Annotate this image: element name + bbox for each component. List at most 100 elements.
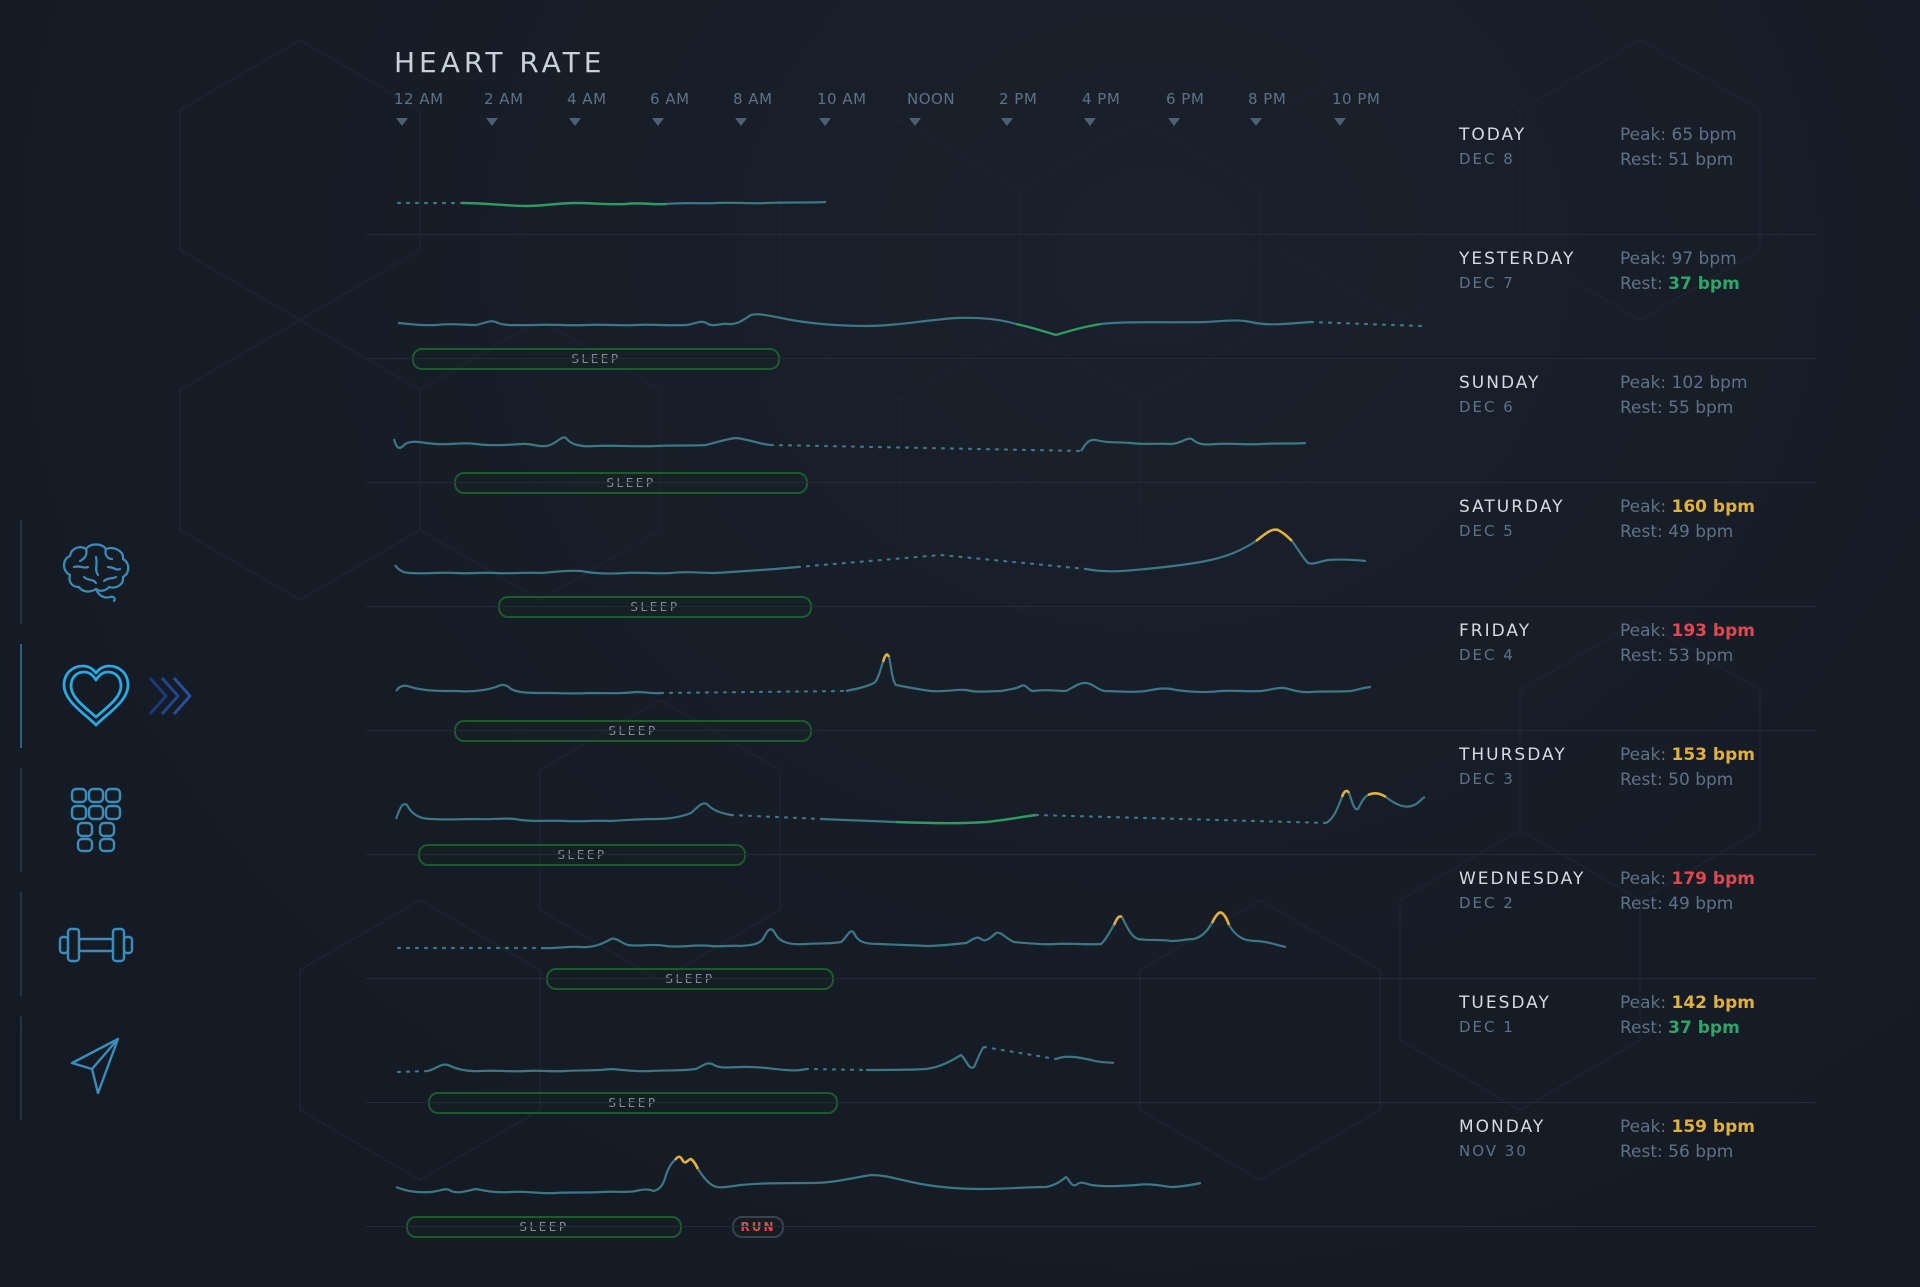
peak-stat: Peak: 65 bpm bbox=[1620, 125, 1737, 145]
nav-item-brain[interactable] bbox=[0, 510, 300, 634]
time-tick: 4 AM bbox=[567, 90, 607, 126]
day-row-thursday[interactable]: SLEEP THURSDAY DEC 3 Peak: 153 bpm Rest:… bbox=[366, 731, 1816, 866]
day-name: TODAY bbox=[1459, 125, 1527, 145]
time-tick: 10 PM bbox=[1332, 90, 1380, 126]
rest-value: 50 bpm bbox=[1668, 770, 1734, 790]
row-divider bbox=[366, 978, 1816, 979]
sleep-pill[interactable]: SLEEP bbox=[498, 596, 812, 618]
rest-value: 37 bpm bbox=[1668, 1018, 1740, 1038]
day-row-yesterday[interactable]: SLEEP YESTERDAY DEC 7 Peak: 97 bpm Rest:… bbox=[366, 235, 1816, 370]
day-row-today[interactable]: TODAY DEC 8 Peak: 65 bpm Rest: 51 bpm bbox=[366, 111, 1816, 235]
peak-stat: Peak: 142 bpm bbox=[1620, 993, 1755, 1013]
day-row-saturday[interactable]: SLEEP SATURDAY DEC 5 Peak: 160 bpm Rest:… bbox=[366, 483, 1816, 618]
peak-value: 193 bpm bbox=[1671, 621, 1755, 641]
rest-stat: Rest: 50 bpm bbox=[1620, 770, 1734, 790]
heart-rate-trace bbox=[392, 436, 1307, 453]
row-divider bbox=[366, 730, 1816, 731]
day-name: SATURDAY bbox=[1459, 497, 1565, 517]
day-row-tuesday[interactable]: SLEEP TUESDAY DEC 1 Peak: 142 bpm Rest: … bbox=[366, 979, 1816, 1114]
sleep-pill[interactable]: SLEEP bbox=[412, 348, 780, 370]
peak-value: 102 bpm bbox=[1671, 373, 1748, 393]
peak-value: 159 bpm bbox=[1671, 1117, 1755, 1137]
peak-value: 160 bpm bbox=[1671, 497, 1755, 517]
day-name: MONDAY bbox=[1459, 1117, 1546, 1137]
nav-item-grid[interactable] bbox=[0, 758, 300, 882]
row-divider bbox=[366, 606, 1816, 607]
time-tick: 6 PM bbox=[1166, 90, 1204, 126]
heart-rate-trace bbox=[395, 1155, 1202, 1195]
day-row-friday[interactable]: SLEEP FRIDAY DEC 4 Peak: 193 bpm Rest: 5… bbox=[366, 607, 1816, 742]
day-row-monday[interactable]: SLEEP RUN MONDAY NOV 30 Peak: 159 bpm Re… bbox=[366, 1103, 1816, 1238]
heart-rate-trace bbox=[397, 313, 1423, 337]
day-date: DEC 7 bbox=[1459, 274, 1515, 292]
rest-stat: Rest: 56 bpm bbox=[1620, 1142, 1734, 1162]
sleep-pill[interactable]: SLEEP bbox=[546, 968, 834, 990]
rest-value: 53 bpm bbox=[1668, 646, 1734, 666]
brain-icon bbox=[62, 543, 130, 603]
rest-value: 49 bpm bbox=[1668, 522, 1734, 542]
day-date: DEC 3 bbox=[1459, 770, 1515, 788]
time-tick: 10 AM bbox=[817, 90, 867, 126]
nav-indicator bbox=[20, 1016, 22, 1120]
nav-item-fitness[interactable] bbox=[0, 882, 300, 1006]
time-tick: 8 AM bbox=[733, 90, 773, 126]
run-pill[interactable]: RUN bbox=[732, 1216, 784, 1238]
sleep-pill[interactable]: SLEEP bbox=[418, 844, 746, 866]
day-name: THURSDAY bbox=[1459, 745, 1567, 765]
day-row-wednesday[interactable]: SLEEP WEDNESDAY DEC 2 Peak: 179 bpm Rest… bbox=[366, 855, 1816, 990]
nav-item-heart[interactable] bbox=[0, 634, 300, 758]
peak-value: 153 bpm bbox=[1671, 745, 1755, 765]
time-tick: 8 PM bbox=[1248, 90, 1286, 126]
peak-stat: Peak: 160 bpm bbox=[1620, 497, 1755, 517]
heart-rate-trace bbox=[395, 653, 1372, 695]
day-row-sunday[interactable]: SLEEP SUNDAY DEC 6 Peak: 102 bpm Rest: 5… bbox=[366, 359, 1816, 494]
peak-value: 179 bpm bbox=[1671, 869, 1755, 889]
nav-indicator bbox=[20, 644, 22, 748]
sleep-pill[interactable]: SLEEP bbox=[428, 1092, 838, 1114]
heart-rate-trace bbox=[394, 528, 1367, 575]
rest-stat: Rest: 53 bpm bbox=[1620, 646, 1734, 666]
day-date: DEC 1 bbox=[1459, 1018, 1515, 1036]
navigation-arrow-icon bbox=[70, 1037, 120, 1095]
peak-stat: Peak: 102 bpm bbox=[1620, 373, 1748, 393]
heart-rate-trace bbox=[396, 911, 1287, 950]
day-name: WEDNESDAY bbox=[1459, 869, 1586, 889]
rest-stat: Rest: 55 bpm bbox=[1620, 398, 1734, 418]
sleep-pill[interactable]: SLEEP bbox=[454, 472, 808, 494]
peak-stat: Peak: 193 bpm bbox=[1620, 621, 1755, 641]
row-divider bbox=[366, 358, 1816, 359]
day-date: DEC 6 bbox=[1459, 398, 1515, 416]
nav-item-navigation[interactable] bbox=[0, 1006, 300, 1130]
row-divider bbox=[366, 1226, 1816, 1227]
peak-stat: Peak: 179 bpm bbox=[1620, 869, 1755, 889]
heart-rate-trace bbox=[394, 789, 1426, 825]
row-divider bbox=[366, 1102, 1816, 1103]
time-tick: NOON bbox=[907, 90, 955, 126]
sidebar bbox=[0, 500, 300, 1180]
peak-value: 65 bpm bbox=[1671, 125, 1737, 145]
peak-stat: Peak: 159 bpm bbox=[1620, 1117, 1755, 1137]
time-tick: 4 PM bbox=[1082, 90, 1120, 126]
row-divider bbox=[366, 234, 1816, 235]
peak-value: 142 bpm bbox=[1671, 993, 1755, 1013]
sleep-pill[interactable]: SLEEP bbox=[454, 720, 812, 742]
active-chevrons-icon bbox=[148, 677, 192, 715]
day-date: DEC 8 bbox=[1459, 150, 1515, 168]
row-divider bbox=[366, 482, 1816, 483]
rest-value: 51 bpm bbox=[1668, 150, 1734, 170]
day-date: DEC 4 bbox=[1459, 646, 1515, 664]
day-date: DEC 2 bbox=[1459, 894, 1515, 912]
time-tick: 12 AM bbox=[394, 90, 444, 126]
rest-stat: Rest: 49 bpm bbox=[1620, 894, 1734, 914]
heart-icon bbox=[62, 664, 130, 727]
sleep-pill[interactable]: SLEEP bbox=[406, 1216, 682, 1238]
day-name: YESTERDAY bbox=[1459, 249, 1576, 269]
rest-value: 37 bpm bbox=[1668, 274, 1740, 294]
row-divider bbox=[366, 854, 1816, 855]
rest-stat: Rest: 49 bpm bbox=[1620, 522, 1734, 542]
heart-rate-trace bbox=[396, 1045, 1115, 1074]
rest-value: 56 bpm bbox=[1668, 1142, 1734, 1162]
peak-stat: Peak: 97 bpm bbox=[1620, 249, 1737, 269]
rest-stat: Rest: 37 bpm bbox=[1620, 1018, 1740, 1038]
